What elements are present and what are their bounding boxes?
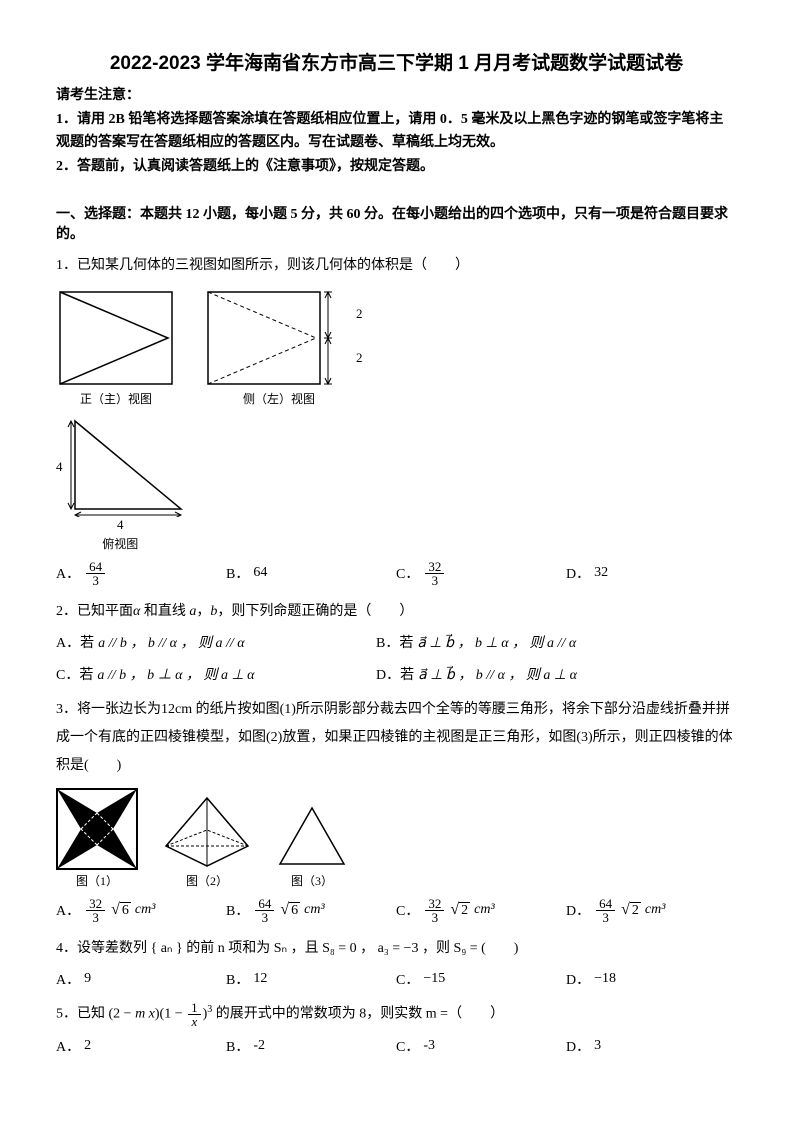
q5-options: A．2 B．-2 C．-3 D．3 [56, 1036, 737, 1056]
q3-opt-b: B． 643 √6cm³ [226, 897, 396, 924]
q2-opt-b: B．若a⃗ ⊥ b⃗ ， b ⊥ α ， 则 a // α [376, 632, 696, 652]
top-view-svg [65, 417, 185, 517]
q1-views-row-1: 正（主）视图 侧（左）视图 2 2 [56, 288, 737, 407]
page-title: 2022-2023 学年海南省东方市高三下学期 1 月月考试题数学试题试卷 [56, 48, 737, 75]
exam-page: 2022-2023 学年海南省东方市高三下学期 1 月月考试题数学试题试卷 请考… [0, 0, 793, 1122]
q4-opt-c: C．−15 [396, 969, 566, 989]
fig2-svg [162, 794, 252, 870]
q3-opt-d: D． 643 √2cm³ [566, 897, 736, 924]
q1-top-view: 4 4 俯视图 [56, 417, 185, 552]
q5-opt-a: A．2 [56, 1036, 226, 1056]
q2-opt-d: D．若a⃗ ⊥ b⃗ ， b // α ， 则 a ⊥ α [376, 664, 696, 684]
front-view-svg [56, 288, 176, 388]
q1-opt-d: D．32 [566, 563, 736, 583]
q4-options: A．9 B．12 C．−15 D．−18 [56, 969, 737, 989]
q3-opt-c: C． 323 √2cm³ [396, 897, 566, 924]
q1-opt-b: B．64 [226, 563, 396, 583]
q3-fig2: 图（2） [162, 794, 252, 889]
q3-figs: 图（1） 图（2） 图（3） [56, 788, 737, 889]
q3-text: 3．将一张边长为12cm 的纸片按如图(1)所示阴影部分裁去四个全等的等腰三角形… [56, 696, 737, 780]
q4-opt-d: D．−18 [566, 969, 736, 989]
q5-text: 5．已知 (2 − m x)(1 − 1x)3 的展开式中的常数项为 8，则实数… [56, 1001, 737, 1028]
notice-2: 2．答题前，认真阅读答题纸上的《注意事项》，按规定答题。 [56, 156, 737, 178]
q3-opt-a: A． 323 √6cm³ [56, 897, 226, 924]
side-dims: 2 2 [356, 306, 363, 366]
q2-row1: A．若a // b ， b // α ， 则 a // α B．若a⃗ ⊥ b⃗… [56, 632, 737, 652]
dim-2a: 2 [356, 306, 363, 322]
q1-side-view: 侧（左）视图 [204, 288, 354, 407]
q1-views-row-2: 4 4 俯视图 [56, 417, 737, 552]
notice-head: 请考生注意： [56, 85, 737, 107]
q4-opt-b: B．12 [226, 969, 396, 989]
front-view-label: 正（主）视图 [80, 390, 152, 407]
fig1-svg [56, 788, 138, 870]
q3-fig1: 图（1） [56, 788, 138, 889]
q1-opt-c: C． 323 [396, 560, 566, 587]
dim-4v: 4 [56, 459, 63, 475]
q5-opt-d: D．3 [566, 1036, 736, 1056]
side-view-label: 侧（左）视图 [243, 390, 315, 407]
q2-opt-a: A．若a // b ， b // α ， 则 a // α [56, 632, 376, 652]
q2-row2: C．若a // b ， b ⊥ α ， 则 a ⊥ α D．若a⃗ ⊥ b⃗ ，… [56, 664, 737, 684]
q2-text: 2．已知平面α 和直线 a，b，则下列命题正确的是（ ） [56, 599, 737, 624]
dim-4h: 4 [117, 517, 124, 533]
fig3-svg [276, 804, 348, 870]
q4-text: 4．设等差数列 { aₙ } 的前 n 项和为 Sₙ ，且 S₈ = 0 ， a… [56, 936, 737, 961]
top-view-label: 俯视图 [102, 535, 138, 552]
section-1-head: 一、选择题：本题共 12 小题，每小题 5 分，共 60 分。在每小题给出的四个… [56, 203, 737, 243]
q1-options: A． 643 B．64 C． 323 D．32 [56, 560, 737, 587]
q1-opt-a: A． 643 [56, 560, 226, 587]
q3-options: A． 323 √6cm³ B． 643 √6cm³ C． 323 √2cm³ D… [56, 897, 737, 924]
notice-1: 1．请用 2B 铅笔将选择题答案涂填在答题纸相应位置上，请用 0．5 毫米及以上… [56, 109, 737, 154]
q3-fig3: 图（3） [276, 804, 348, 889]
side-view-svg [204, 288, 354, 388]
q1-front-view: 正（主）视图 [56, 288, 176, 407]
q5-opt-c: C．-3 [396, 1036, 566, 1056]
q4-opt-a: A．9 [56, 969, 226, 989]
q5-opt-b: B．-2 [226, 1036, 396, 1056]
dim-2b: 2 [356, 350, 363, 366]
q2-opt-c: C．若a // b ， b ⊥ α ， 则 a ⊥ α [56, 664, 376, 684]
q1-text: 1．已知某几何体的三视图如图所示，则该几何体的体积是（ ） [56, 253, 737, 278]
